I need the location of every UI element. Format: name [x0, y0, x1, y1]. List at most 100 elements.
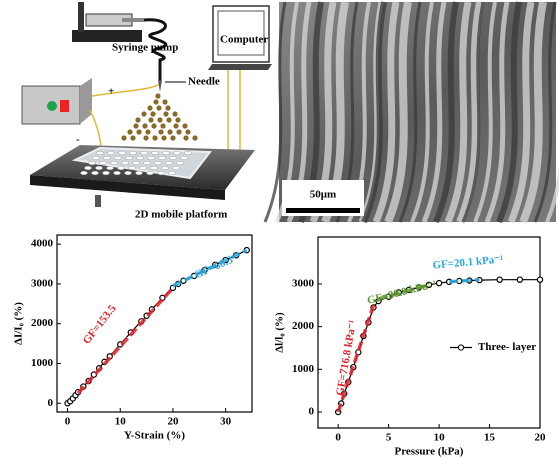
- droplet: [136, 129, 142, 135]
- well: [118, 150, 126, 156]
- fiber: [484, 1, 510, 223]
- y-tick-label: 3000: [292, 277, 315, 289]
- droplet: [156, 105, 162, 111]
- well: [135, 170, 143, 176]
- droplet: [133, 123, 139, 129]
- fiber: [384, 1, 412, 224]
- screen: [217, 10, 265, 56]
- fit-line: [76, 286, 175, 395]
- droplet: [151, 123, 157, 129]
- well: [184, 150, 192, 156]
- platform-leg: [95, 195, 101, 207]
- x-tick-label: 10: [434, 432, 446, 444]
- fit-line: [336, 304, 376, 413]
- pump-post: [78, 2, 84, 32]
- fit-line: [378, 283, 430, 301]
- x-tick-label: 10: [115, 416, 127, 428]
- well: [150, 165, 158, 171]
- well: [172, 165, 180, 171]
- keyboard: [208, 64, 272, 70]
- well: [128, 165, 136, 171]
- well: [143, 160, 151, 166]
- x-tick-label: 0: [335, 432, 341, 444]
- power-side: [80, 78, 92, 124]
- y-tick-label: 0: [48, 397, 54, 409]
- y-tick-label: 1000: [31, 357, 54, 369]
- plus-label: +: [108, 86, 114, 98]
- minus-label: -: [76, 134, 80, 146]
- x-axis-label: Pressure (kPa): [395, 446, 464, 458]
- well: [125, 155, 133, 161]
- well: [146, 170, 154, 176]
- fiber: [444, 1, 472, 224]
- well: [180, 155, 188, 161]
- droplet: [121, 135, 127, 141]
- droplet: [142, 123, 148, 129]
- well: [132, 160, 140, 166]
- droplet: [135, 117, 141, 123]
- fiber: [263, 1, 287, 223]
- well: [154, 160, 162, 166]
- x-tick-label: 30: [220, 416, 232, 428]
- y-tick-label: 2000: [31, 317, 54, 329]
- y-axis-label: Δl/l₀ (%): [274, 312, 286, 353]
- droplet: [157, 117, 163, 123]
- wells: [80, 150, 192, 176]
- x-tick-label: 0: [65, 416, 71, 428]
- y-axis-label: ΔI/I₀ (%): [13, 302, 25, 345]
- droplet: [185, 129, 191, 135]
- y-tick-label: 1000: [292, 363, 315, 375]
- y-tick-label: 4000: [31, 238, 54, 250]
- droplet: [143, 135, 149, 141]
- well: [165, 160, 173, 166]
- well: [92, 155, 100, 161]
- fit-label: GF=60.3: [193, 254, 236, 282]
- fit-label: GF=153.5: [81, 302, 119, 346]
- legend-label: Three- layer: [478, 341, 536, 353]
- x-tick-label: 15: [484, 432, 496, 444]
- well: [139, 165, 147, 171]
- fiber: [372, 1, 400, 224]
- droplet: [160, 123, 166, 129]
- fiber: [456, 1, 484, 224]
- needle-label: Needle: [188, 76, 220, 88]
- fiber: [473, 1, 497, 223]
- well: [151, 150, 159, 156]
- well: [176, 160, 184, 166]
- fiber: [496, 1, 522, 224]
- fit-label: GF=80.8 kPa⁻¹: [366, 278, 438, 307]
- fiber: [507, 1, 535, 224]
- y-tick-label: 2000: [292, 320, 315, 332]
- well: [162, 150, 170, 156]
- droplet: [147, 105, 153, 111]
- well: [157, 170, 165, 176]
- droplet: [176, 129, 182, 135]
- droplets: [121, 93, 198, 141]
- well: [161, 165, 169, 171]
- droplet: [148, 117, 154, 123]
- well: [124, 170, 132, 176]
- platform-label: 2D mobile platform: [135, 209, 227, 221]
- button-red: [60, 100, 69, 112]
- well: [106, 165, 114, 171]
- y-tick-label: 3000: [31, 277, 54, 289]
- legend-marker: [457, 344, 465, 351]
- fiber: [398, 1, 422, 223]
- schematic: Syringe pump Needle Computer + - 2D mobi…: [21, 2, 272, 221]
- droplet: [192, 135, 198, 141]
- point: [435, 279, 443, 287]
- fit-label: GF=20.1 kPa⁻¹: [432, 253, 504, 271]
- droplet: [152, 135, 158, 141]
- fiber: [533, 1, 557, 223]
- well: [95, 165, 103, 171]
- droplet: [127, 129, 133, 135]
- well: [80, 170, 88, 176]
- well: [88, 160, 96, 166]
- well: [114, 155, 122, 161]
- droplet: [145, 129, 151, 135]
- syringe-label: Syringe pump: [112, 42, 178, 54]
- fiber: [410, 1, 434, 223]
- well: [110, 160, 118, 166]
